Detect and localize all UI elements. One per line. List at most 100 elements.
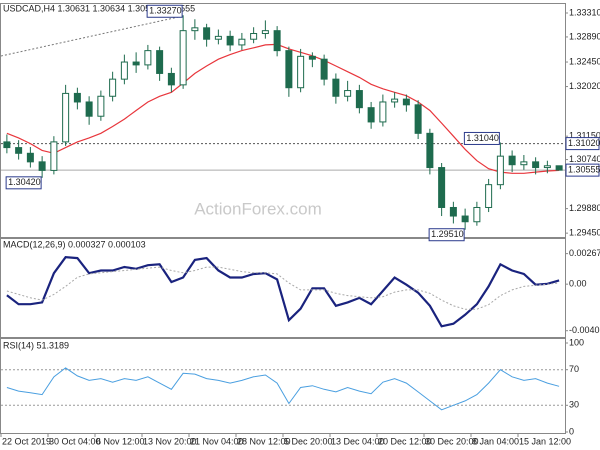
x-tick-label: 13 Nov 20:00 bbox=[143, 436, 197, 446]
y-tick-label: 0 bbox=[569, 426, 574, 436]
annotation-label: 1.29510 bbox=[431, 229, 464, 239]
candle-body bbox=[73, 92, 81, 103]
x-tick-label: 28 Nov 12:00 bbox=[237, 436, 291, 446]
candle-body bbox=[285, 50, 293, 89]
candle-body bbox=[402, 98, 410, 106]
x-tick-label: 20 Dec 12:00 bbox=[378, 436, 432, 446]
candle-body bbox=[50, 141, 58, 171]
candle-body bbox=[167, 72, 175, 86]
price-tag-label: 1.30555 bbox=[568, 164, 600, 174]
series-line bbox=[6, 256, 560, 328]
candle-body bbox=[344, 90, 352, 97]
candle-body bbox=[203, 27, 211, 40]
candle-body bbox=[26, 152, 34, 163]
x-tick-label: 15 Jan 12:00 bbox=[519, 436, 571, 446]
y-tick-label: 0.00 bbox=[569, 279, 587, 289]
annotation-box bbox=[5, 176, 42, 190]
candle-body bbox=[485, 184, 493, 208]
x-tick-label: 13 Dec 04:00 bbox=[331, 436, 385, 446]
candle-body bbox=[156, 50, 164, 74]
level-tag bbox=[565, 137, 600, 151]
y-tick-label: 1.29880 bbox=[569, 203, 600, 213]
candle-body bbox=[496, 155, 504, 186]
candle-body bbox=[473, 206, 481, 223]
level-tag-label: 1.31020 bbox=[568, 138, 600, 148]
candle-body bbox=[250, 33, 258, 40]
series-line bbox=[6, 367, 560, 411]
candle-body bbox=[367, 107, 375, 123]
annotation-label: 1.33270 bbox=[149, 6, 182, 16]
candle-body bbox=[508, 155, 516, 166]
candle-body bbox=[426, 132, 434, 169]
candle-body bbox=[297, 55, 305, 89]
trend-line bbox=[0, 15, 184, 57]
candle-body bbox=[191, 27, 199, 32]
moving-average bbox=[6, 43, 560, 174]
candle-body bbox=[179, 30, 187, 86]
candle-body bbox=[461, 215, 469, 223]
candle-body bbox=[532, 161, 540, 169]
x-tick-label: 30 Dec 20:00 bbox=[425, 436, 479, 446]
candle-body bbox=[109, 78, 117, 97]
y-tick-label: 1.29450 bbox=[569, 228, 600, 238]
candle-body bbox=[85, 101, 93, 117]
x-tick-label: 8 Jan 04:00 bbox=[472, 436, 519, 446]
y-tick-label: 1.33310 bbox=[569, 7, 600, 17]
x-tick-label: 5 Dec 20:00 bbox=[284, 436, 333, 446]
x-tick-label: 30 Oct 04:00 bbox=[49, 436, 101, 446]
y-tick-label: 30 bbox=[569, 400, 579, 410]
candle-body bbox=[132, 61, 140, 66]
candle-body bbox=[15, 147, 23, 154]
candle-body bbox=[355, 90, 363, 109]
rsi-panel-frame bbox=[0, 338, 566, 434]
y-tick-label: 1.30740 bbox=[569, 154, 600, 164]
candle-body bbox=[144, 50, 152, 66]
candle-body bbox=[438, 167, 446, 208]
series-line bbox=[6, 266, 560, 310]
candle-body bbox=[555, 165, 563, 171]
y-tick-label: 1.31150 bbox=[569, 131, 600, 141]
y-tick-label: -0.004086 bbox=[569, 325, 600, 335]
annotation-box bbox=[428, 228, 465, 242]
price-panel-frame bbox=[0, 3, 566, 238]
x-tick-label: 22 Oct 2019 bbox=[2, 436, 51, 446]
y-tick-label: 0.002679 bbox=[569, 248, 600, 258]
candle-body bbox=[379, 101, 387, 123]
annotation-box bbox=[463, 131, 500, 145]
candle-body bbox=[226, 35, 234, 46]
candle-body bbox=[97, 95, 105, 117]
macd-panel-frame bbox=[0, 238, 566, 338]
price-tag bbox=[565, 163, 600, 177]
candle-body bbox=[308, 55, 316, 60]
candle-body bbox=[273, 30, 281, 52]
y-tick-label: 1.32020 bbox=[569, 81, 600, 91]
watermark: ActionForex.com bbox=[194, 199, 322, 218]
candle-body bbox=[214, 35, 222, 40]
candle-body bbox=[120, 61, 128, 80]
candle-body bbox=[520, 161, 528, 166]
x-tick-label: 6 Nov 12:00 bbox=[96, 436, 145, 446]
candle-body bbox=[320, 58, 328, 80]
y-tick-label: 70 bbox=[569, 364, 579, 374]
chart-title: USDCAD,H4 1.30631 1.30634 1.30553 1.3055… bbox=[3, 3, 195, 13]
annotation-label: 1.30420 bbox=[8, 177, 41, 187]
macd-title: MACD(12,26,9) 0.000327 0.000103 bbox=[3, 239, 146, 249]
candle-body bbox=[332, 78, 340, 97]
annotation-box bbox=[146, 4, 183, 18]
y-tick-label: 100 bbox=[569, 337, 584, 347]
candle-body bbox=[414, 104, 422, 134]
y-tick-label: 1.32890 bbox=[569, 31, 600, 41]
candle-body bbox=[449, 206, 457, 217]
candle-body bbox=[3, 141, 11, 149]
x-tick-label: 21 Nov 04:00 bbox=[190, 436, 244, 446]
rsi-title: RSI(14) 51.3189 bbox=[3, 340, 69, 350]
annotation-label: 1.31040 bbox=[466, 133, 499, 143]
candle-body bbox=[62, 92, 70, 143]
candle-body bbox=[38, 161, 46, 171]
candle-body bbox=[261, 30, 269, 35]
candle-body bbox=[391, 98, 399, 103]
y-tick-label: 1.32450 bbox=[569, 56, 600, 66]
candle-body bbox=[238, 38, 246, 46]
